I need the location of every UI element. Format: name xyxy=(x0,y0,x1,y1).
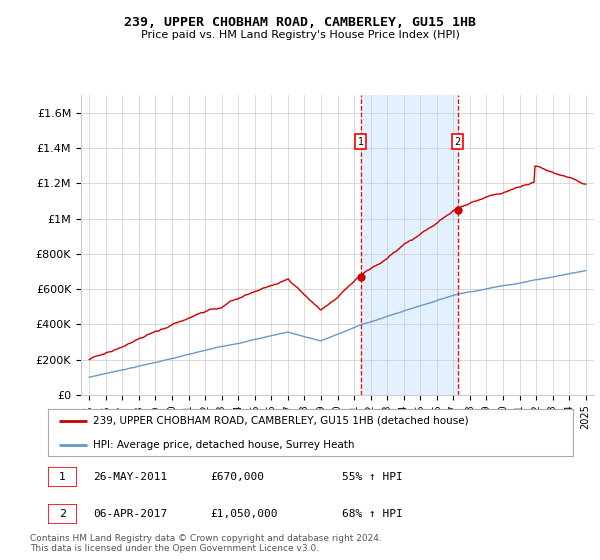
Text: Price paid vs. HM Land Registry's House Price Index (HPI): Price paid vs. HM Land Registry's House … xyxy=(140,30,460,40)
Text: Contains HM Land Registry data © Crown copyright and database right 2024.
This d: Contains HM Land Registry data © Crown c… xyxy=(30,534,382,553)
Text: 2: 2 xyxy=(455,137,461,147)
Text: 239, UPPER CHOBHAM ROAD, CAMBERLEY, GU15 1HB (detached house): 239, UPPER CHOBHAM ROAD, CAMBERLEY, GU15… xyxy=(92,416,468,426)
Text: 06-APR-2017: 06-APR-2017 xyxy=(93,509,167,519)
Text: 2: 2 xyxy=(59,509,66,519)
Text: 1: 1 xyxy=(59,472,66,482)
Bar xyxy=(361,95,458,395)
FancyBboxPatch shape xyxy=(48,504,77,524)
FancyBboxPatch shape xyxy=(48,467,77,487)
Text: £1,050,000: £1,050,000 xyxy=(210,509,277,519)
Text: 68% ↑ HPI: 68% ↑ HPI xyxy=(342,509,403,519)
Text: 1: 1 xyxy=(358,137,364,147)
Text: £670,000: £670,000 xyxy=(210,472,264,482)
Text: 55% ↑ HPI: 55% ↑ HPI xyxy=(342,472,403,482)
Text: 26-MAY-2011: 26-MAY-2011 xyxy=(93,472,167,482)
Text: HPI: Average price, detached house, Surrey Heath: HPI: Average price, detached house, Surr… xyxy=(92,440,354,450)
Text: 239, UPPER CHOBHAM ROAD, CAMBERLEY, GU15 1HB: 239, UPPER CHOBHAM ROAD, CAMBERLEY, GU15… xyxy=(124,16,476,29)
